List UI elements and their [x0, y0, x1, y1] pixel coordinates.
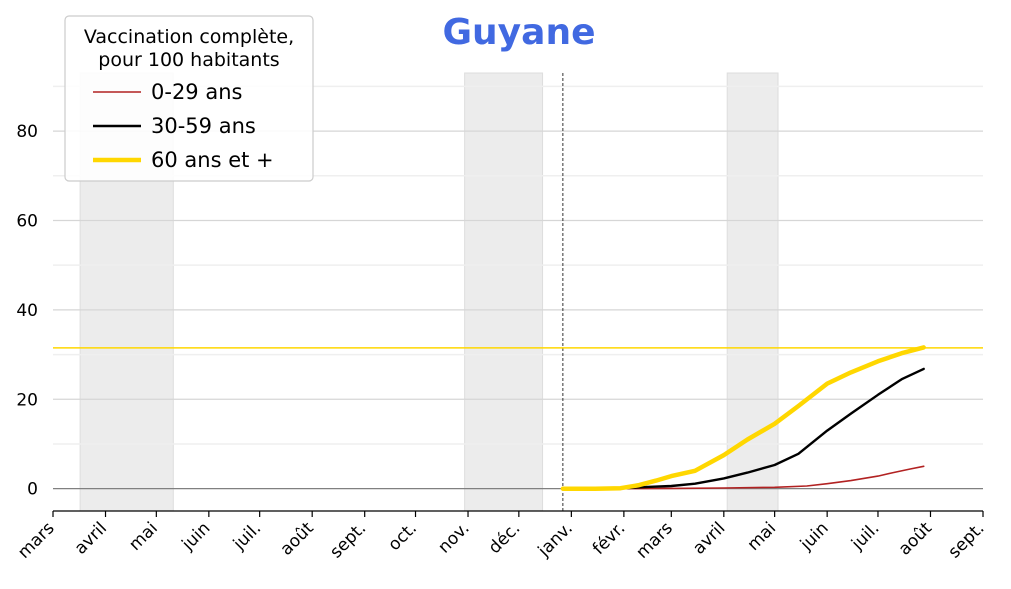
legend: Vaccination complète,pour 100 habitants 0… — [64, 15, 314, 182]
y-tick-label: 40 — [16, 301, 38, 321]
shaded-period — [464, 72, 544, 512]
legend-title-line: Vaccination complète, — [84, 26, 294, 48]
y-tick-label: 0 — [27, 480, 38, 500]
x-tick-label: juin — [796, 518, 833, 555]
chart-title: Guyane — [443, 12, 596, 53]
series-line-2 — [622, 367, 925, 490]
y-tick-label: 20 — [16, 390, 38, 410]
x-tick-label: mai — [744, 518, 781, 555]
x-tick-label: sept. — [945, 518, 989, 562]
x-tick-label: févr. — [589, 518, 630, 559]
x-tick-label: mars — [14, 518, 59, 563]
legend-label: 30-59 ans — [151, 114, 256, 138]
x-tick-label: mars — [632, 518, 677, 563]
legend-label: 60 ans et + — [151, 148, 274, 172]
y-tick-label: 60 — [16, 211, 38, 231]
x-tick-label: janv. — [534, 518, 577, 561]
y-tick-label: 80 — [16, 122, 38, 142]
x-tick-label: sept. — [326, 518, 370, 562]
legend-label: 0-29 ans — [151, 80, 242, 104]
x-tick-label: nov. — [434, 518, 473, 557]
legend-box — [64, 15, 314, 182]
x-tick-label: avril — [689, 518, 729, 558]
x-axis: mars avril mai juin juil. août sept. oct. nov. dé… — [14, 510, 989, 563]
x-tick-label: juil. — [847, 518, 883, 554]
reference-lines — [53, 73, 983, 511]
x-tick-label: oct. — [384, 518, 421, 555]
y-axis: 0 20 40 60 80 — [16, 122, 38, 500]
series-lines — [560, 345, 926, 491]
grid — [53, 85, 983, 445]
x-tick-label: août — [895, 518, 936, 559]
x-tick-label: août — [277, 518, 318, 559]
series-line-3 — [560, 345, 926, 491]
x-tick-label: juin — [178, 518, 215, 555]
x-tick-label: mai — [125, 518, 162, 555]
x-tick-label: déc. — [485, 518, 525, 558]
x-tick-label: avril — [71, 518, 111, 558]
shaded-period — [726, 72, 779, 512]
legend-title-line: pour 100 habitants — [98, 49, 279, 71]
x-tick-label: juil. — [229, 518, 265, 554]
series-line-1 — [604, 465, 925, 490]
